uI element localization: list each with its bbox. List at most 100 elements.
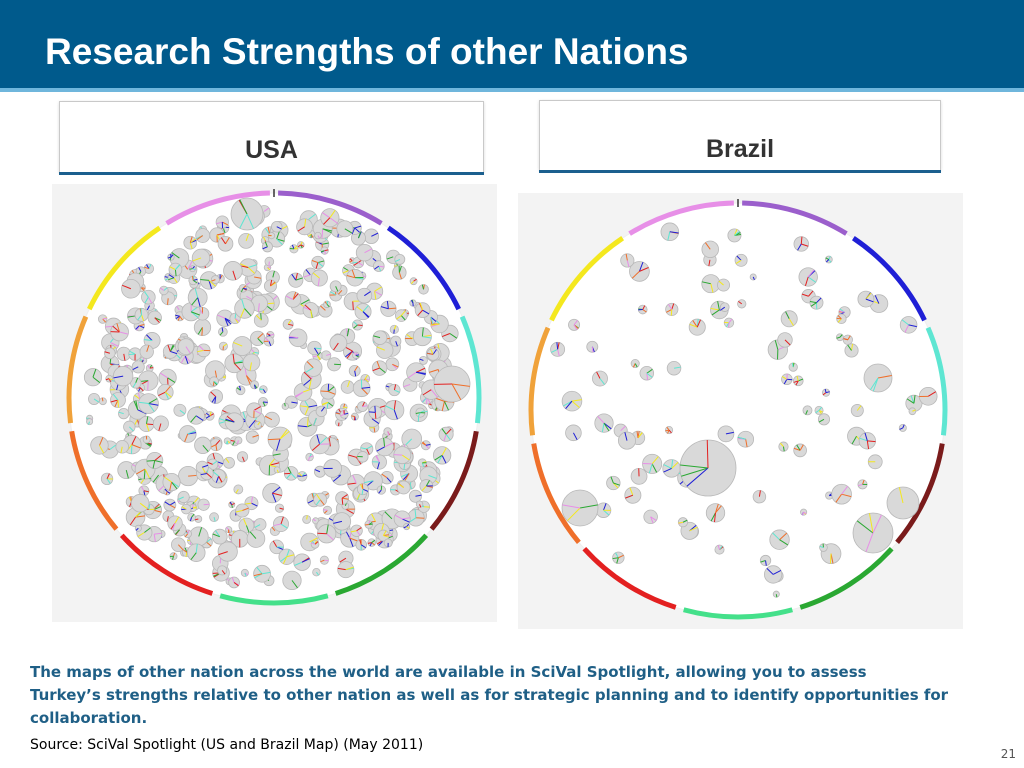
map-bubble-spoke bbox=[141, 314, 145, 322]
map-bubble-spoke bbox=[612, 557, 619, 560]
map-bubble bbox=[717, 425, 735, 443]
map-bubble-spoke bbox=[689, 323, 698, 328]
map-bubble-spoke bbox=[181, 506, 187, 510]
map-bubble-circle bbox=[850, 404, 864, 417]
map-bubble-spoke bbox=[631, 271, 640, 279]
map-bubble-spoke bbox=[313, 417, 317, 426]
map-bubble-spoke bbox=[256, 314, 262, 321]
map-bubble-spoke bbox=[189, 242, 193, 249]
map-bubble bbox=[309, 433, 330, 455]
map-bubble bbox=[239, 258, 258, 277]
map-bubble-spoke bbox=[374, 290, 382, 296]
map-bubble-spoke bbox=[825, 257, 830, 260]
usa-label-underline bbox=[59, 172, 484, 175]
map-bubble-spoke bbox=[406, 523, 410, 527]
map-bubble-spoke bbox=[165, 385, 171, 393]
map-bubble-spoke bbox=[335, 286, 339, 292]
map-bubble-spoke bbox=[215, 439, 221, 446]
map-bubble-spoke bbox=[221, 327, 224, 332]
map-bubble-spoke bbox=[428, 474, 437, 479]
map-bubble-circle bbox=[274, 503, 285, 513]
map-bubble-spoke bbox=[320, 250, 325, 253]
map-bubble bbox=[752, 489, 767, 504]
map-bubble-spoke bbox=[364, 480, 374, 484]
map-bubble-spoke bbox=[279, 507, 284, 510]
map-ring-segment bbox=[799, 546, 894, 610]
map-bubble bbox=[281, 402, 289, 410]
map-bubble-spoke bbox=[164, 501, 171, 506]
map-bubble-spoke bbox=[717, 301, 720, 311]
map-bubble bbox=[312, 568, 321, 577]
map-bubble-spoke bbox=[322, 401, 329, 406]
map-bubble bbox=[264, 256, 275, 267]
map-bubble bbox=[749, 273, 757, 281]
map-bubble bbox=[356, 451, 369, 463]
map-bubble bbox=[642, 453, 663, 474]
map-bubble-spoke bbox=[187, 530, 190, 535]
map-bubble-spoke bbox=[360, 544, 367, 549]
map-bubble-spoke bbox=[362, 305, 369, 312]
map-bubble-spoke bbox=[224, 318, 229, 327]
map-bubble-spoke bbox=[364, 248, 373, 254]
map-bubble-spoke bbox=[636, 431, 639, 438]
map-bubble-spoke bbox=[173, 277, 178, 283]
map-bubble-spoke bbox=[422, 389, 432, 396]
map-bubble-spoke bbox=[139, 502, 148, 509]
map-bubble-spoke bbox=[383, 437, 386, 447]
map-bubble-spoke bbox=[167, 377, 176, 383]
map-bubble-spoke bbox=[809, 300, 817, 304]
map-bubble-spoke bbox=[326, 533, 334, 541]
map-bubble bbox=[568, 318, 581, 331]
map-bubble-spoke bbox=[271, 492, 277, 503]
map-bubble bbox=[380, 300, 397, 317]
map-bubble bbox=[313, 492, 328, 507]
map-bubble-spoke bbox=[637, 432, 643, 439]
map-bubble-spoke bbox=[839, 334, 843, 338]
map-bubble-spoke bbox=[286, 473, 292, 479]
map-bubble-spoke bbox=[361, 387, 368, 395]
map-bubble bbox=[350, 524, 363, 537]
map-bubble-spoke bbox=[836, 336, 841, 339]
map-bubble bbox=[223, 437, 231, 445]
map-bubble-spoke bbox=[414, 509, 417, 518]
map-bubble bbox=[232, 336, 253, 356]
map-bubble-spoke bbox=[715, 503, 719, 514]
map-bubble-spoke bbox=[356, 527, 362, 532]
map-bubble-spoke bbox=[177, 544, 184, 551]
map-bubble bbox=[302, 514, 312, 524]
map-bubble-spoke bbox=[725, 431, 734, 435]
map-bubble bbox=[209, 376, 219, 387]
map-bubble-spoke bbox=[783, 379, 788, 385]
map-bubble-circle bbox=[253, 421, 262, 430]
map-bubble bbox=[356, 287, 373, 304]
map-bubble-spoke bbox=[215, 476, 220, 483]
map-bubble-spoke bbox=[146, 264, 150, 269]
map-bubble-spoke bbox=[372, 367, 380, 372]
map-bubble-spoke bbox=[138, 392, 141, 400]
map-bubble-spoke bbox=[346, 350, 353, 359]
map-bubble-spoke bbox=[189, 517, 193, 522]
map-bubble bbox=[302, 302, 319, 319]
map-bubble-spoke bbox=[902, 424, 905, 429]
map-bubble-spoke bbox=[349, 258, 353, 262]
map-bubble bbox=[737, 299, 747, 309]
map-bubble bbox=[183, 235, 198, 250]
map-bubble-spoke bbox=[314, 469, 321, 473]
map-bubble-spoke bbox=[191, 513, 195, 518]
map-bubble-spoke bbox=[135, 515, 145, 518]
map-bubble-spoke bbox=[760, 560, 766, 563]
map-ring-segment bbox=[87, 225, 162, 311]
map-bubble bbox=[319, 555, 329, 565]
map-bubble-spoke bbox=[354, 370, 357, 377]
map-bubble bbox=[418, 284, 429, 295]
map-bubble-spoke bbox=[304, 406, 309, 416]
map-bubble bbox=[314, 231, 322, 240]
map-bubble-spoke bbox=[99, 445, 105, 454]
map-bubble-spoke bbox=[317, 351, 321, 357]
map-bubble-spoke bbox=[147, 296, 153, 304]
map-bubble-spoke bbox=[169, 481, 173, 491]
map-ring-segment bbox=[531, 443, 581, 544]
map-bubble-spoke bbox=[708, 259, 711, 267]
map-bubble-spoke bbox=[317, 277, 320, 287]
map-bubble bbox=[321, 350, 332, 361]
